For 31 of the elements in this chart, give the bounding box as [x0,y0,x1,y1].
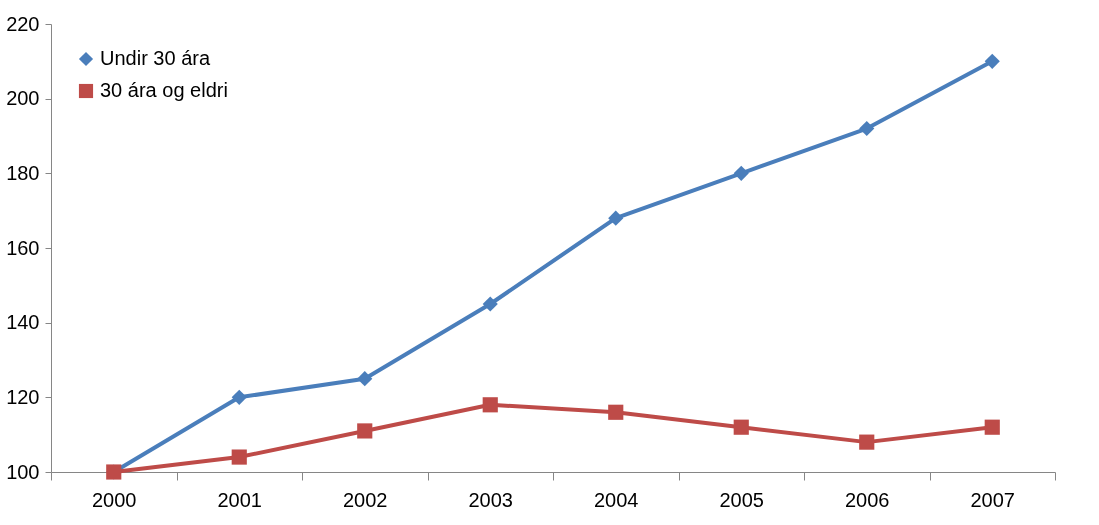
point [733,419,749,435]
point [859,434,875,450]
y-tick-label: 180 [6,161,40,184]
y-tick-label: 220 [6,12,40,35]
x-tick-label: 2002 [343,488,388,511]
x-tick-label: 2006 [845,488,890,511]
point [859,120,875,137]
y-tick-label: 140 [6,311,40,334]
point [357,371,373,387]
y-tick-label: 160 [6,236,40,259]
point [984,419,1000,435]
point [231,389,247,405]
x-tick-label: 2005 [719,488,764,511]
x-tick-label: 2000 [92,488,137,511]
x-tick-label: 2001 [217,488,262,511]
y-tick-label: 200 [6,87,40,110]
x-tick-label: 2003 [468,488,513,511]
x-tick-label: 2007 [970,488,1015,511]
y-tick-label: 100 [6,460,40,483]
point [482,397,498,413]
x-tick-label: 2004 [594,488,639,511]
point [984,53,1000,69]
legend-label: Undir 30 ára [100,47,211,69]
legend-label: 30 ára og eldri [100,79,228,101]
point [231,449,247,465]
y-tick-label: 120 [6,385,40,408]
point [482,296,498,312]
point [608,404,624,420]
point [733,165,749,181]
point [357,423,373,439]
point [608,210,624,226]
